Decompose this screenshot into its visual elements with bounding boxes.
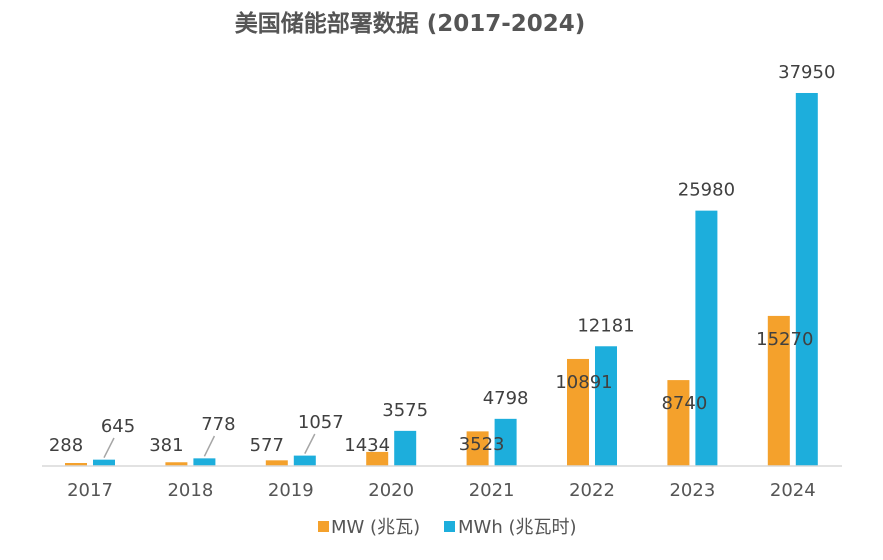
data-label-mw: 3523	[459, 434, 505, 455]
chart-title: 美国储能部署数据 (2017-2024)	[235, 10, 586, 37]
leader-line	[103, 437, 115, 459]
legend-swatch-mwh	[444, 521, 455, 532]
data-label-mwh: 25980	[678, 180, 735, 201]
bar-mwh	[795, 92, 818, 466]
bar-mwh	[494, 418, 517, 466]
bar-mw	[165, 462, 188, 466]
data-label-mwh: 12181	[577, 315, 634, 336]
bar-mwh	[193, 458, 216, 466]
data-label-mw: 1434	[344, 435, 390, 456]
bar-mw	[767, 315, 790, 466]
data-label-mwh: 1057	[298, 412, 344, 433]
data-label-mw: 381	[149, 435, 183, 456]
leader-line	[304, 433, 316, 454]
data-label-mw: 10891	[555, 372, 612, 393]
x-tick-label: 2022	[569, 480, 615, 501]
bar-mwh	[595, 346, 617, 466]
data-label-mwh: 37950	[778, 62, 835, 83]
bar-mwh	[695, 210, 718, 466]
legend-label-mw: MW (兆瓦)	[331, 517, 420, 538]
leader-lines-layer	[103, 433, 316, 459]
bar-mw	[366, 451, 389, 466]
x-tick-labels-layer: 2017 2018 2019 2020 2021 2022 2023 2024	[67, 480, 816, 501]
bar-mw	[567, 358, 589, 466]
bar-mw	[265, 460, 288, 466]
bar-mw	[667, 380, 690, 466]
data-label-mwh: 645	[101, 416, 135, 437]
bar-mw	[466, 431, 489, 466]
data-label-mwh: 4798	[483, 388, 529, 409]
x-tick-label: 2023	[669, 480, 715, 501]
data-label-mwh: 778	[201, 414, 235, 435]
x-tick-label: 2019	[268, 480, 314, 501]
legend-swatch-mw	[318, 521, 329, 532]
leader-line	[203, 435, 216, 457]
data-label-mw: 577	[250, 435, 284, 456]
data-label-mw: 8740	[661, 393, 707, 414]
legend-label-mwh: MWh (兆瓦时)	[458, 517, 577, 538]
legend: MW (兆瓦) MWh (兆瓦时)	[318, 517, 577, 538]
x-tick-label: 2020	[368, 480, 414, 501]
x-tick-label: 2018	[167, 480, 213, 501]
data-label-mw: 15270	[756, 329, 813, 350]
bar-mwh	[93, 459, 115, 466]
x-tick-label: 2021	[469, 480, 515, 501]
data-label-mwh: 3575	[382, 400, 428, 421]
x-tick-label: 2017	[67, 480, 113, 501]
bar-mw	[65, 463, 87, 466]
data-label-mw: 288	[49, 435, 83, 456]
x-tick-label: 2024	[770, 480, 816, 501]
bar-mwh	[293, 455, 316, 466]
bars-layer	[65, 92, 818, 466]
bar-mwh	[394, 430, 417, 466]
